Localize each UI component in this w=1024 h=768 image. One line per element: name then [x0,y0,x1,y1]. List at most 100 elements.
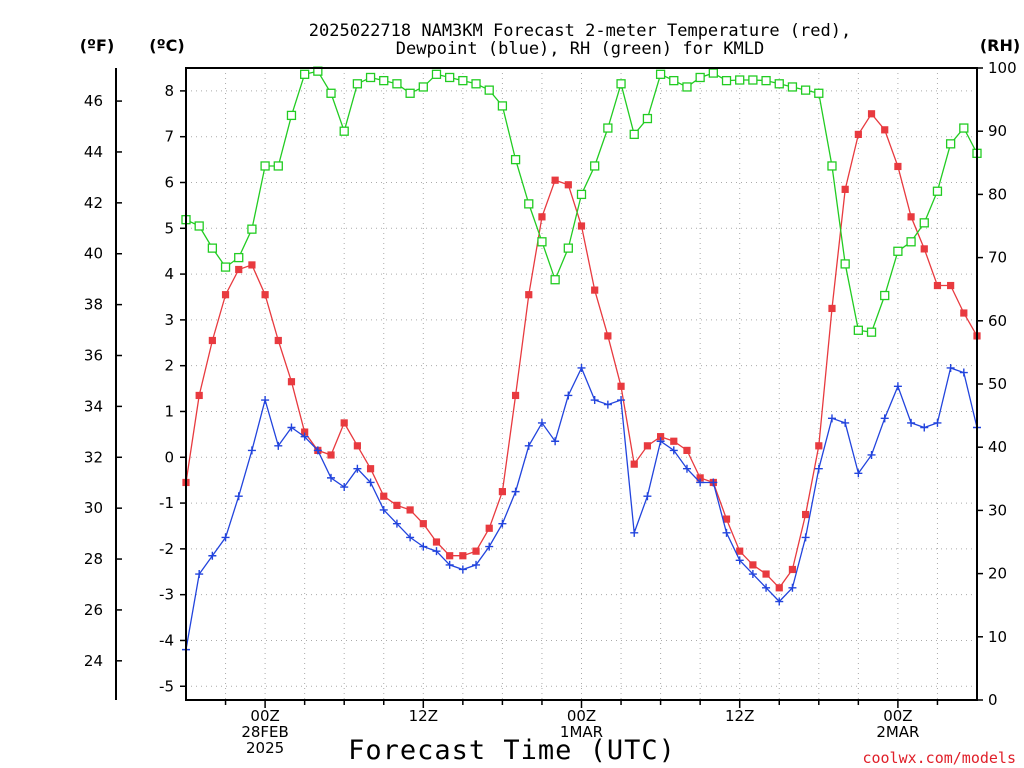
dewpoint-point [406,533,415,542]
temperature-point [762,570,770,578]
temperature-point [630,460,638,468]
rh-point [827,161,837,171]
rh-point [326,88,336,98]
celsius-tick-label: -1 [159,494,174,512]
dewpoint-point [841,418,850,427]
rh-point [273,161,283,171]
temperature-point [802,510,810,519]
temperature-point [235,265,243,274]
celsius-tick-label: 6 [164,173,174,191]
dewpoint-point [537,418,546,427]
celsius-axis-unit: (ºC) [149,36,184,55]
fahrenheit-tick-label: 26 [84,601,103,619]
rh-point [906,237,916,247]
rh-point [352,79,363,89]
rh-point [510,154,521,165]
dewpoint-point [788,583,797,592]
dewpoint-point [392,519,401,528]
temperature-point [393,501,401,509]
temperature-point [380,492,388,500]
dewpoint-point [920,423,929,432]
temperature-point [525,291,533,299]
temperature-point [248,261,256,269]
dewpoint-point [669,446,678,455]
dewpoint-point [735,556,744,565]
dewpoint-point [762,583,771,592]
dewpoint-point [907,418,916,427]
temperature-point [907,213,915,221]
rh-point [866,327,877,337]
celsius-tick-label: 0 [164,448,174,466]
temperature-point [696,474,704,482]
grid-lines [186,68,977,700]
x-tick-label: 12Z [725,707,754,725]
temperature-point [722,515,731,523]
rh-point [563,243,573,253]
x-tick-label: 12Z [409,707,438,725]
rh-point [932,186,943,196]
dewpoint-point [709,478,718,487]
dewpoint-point [880,414,889,423]
dewpoint-point [656,437,665,446]
temperature-point [274,336,282,345]
rh-point [748,75,758,85]
rh-axis-unit: (RH) [980,36,1020,55]
rh-point [774,79,784,89]
rh-tick-label: 90 [988,122,1007,140]
rh-point [919,218,929,228]
rh-point [445,72,455,83]
rh-point [194,221,204,231]
rh-tick-label: 70 [988,249,1007,267]
fahrenheit-tick-label: 44 [84,143,103,161]
celsius-tick-label: 7 [164,128,174,146]
fahrenheit-tick-label: 24 [84,652,103,670]
temperature-point [261,291,269,299]
dewpoint-point [419,542,428,551]
temperature-point [736,547,744,555]
dewpoint-point [801,533,810,542]
rh-point [260,161,270,171]
celsius-tick-label: -5 [159,677,174,695]
temperature-point [301,428,309,436]
dewpoint-point [300,432,309,441]
temperature-point [841,185,849,193]
celsius-tick-label: 5 [164,219,174,237]
rh-point [471,79,481,89]
credit-link[interactable]: coolwx.com/models [862,749,1016,767]
rh-point [365,72,376,83]
fahrenheit-tick-label: 28 [84,550,103,568]
temperature-point [867,110,876,118]
celsius-tick-label: 4 [164,265,174,283]
temperature-point [854,130,862,139]
temperature-point [564,181,572,189]
rh-point [959,123,969,133]
rh-point [682,82,692,92]
dewpoint-point [933,418,942,427]
x-tick-label: 00Z [883,707,912,725]
rh-point [286,110,297,121]
dewpoint-point [379,505,388,514]
rh-point [669,75,679,86]
fahrenheit-tick-label: 46 [84,92,103,110]
rh-point [880,290,890,301]
fahrenheit-tick-label: 38 [84,296,103,314]
dewpoint-point [524,441,533,450]
rh-point [458,75,468,86]
temperature-point [881,126,889,134]
rh-point [405,88,415,98]
temperature-point [472,547,480,555]
x-tick-label: 00Z [250,707,279,725]
rh-point [708,68,718,78]
dewpoint-point [696,478,705,487]
rh-point [392,79,402,89]
rh-point [379,75,389,86]
rh-tick-label: 80 [988,185,1007,203]
rh-point [247,224,257,234]
temperature-point [577,222,586,230]
dewpoint-point [564,391,573,400]
temperature-point [960,309,968,317]
rh-point [603,123,613,133]
dewpoint-point [485,542,494,551]
x-tick-label: 28FEB [241,723,288,741]
